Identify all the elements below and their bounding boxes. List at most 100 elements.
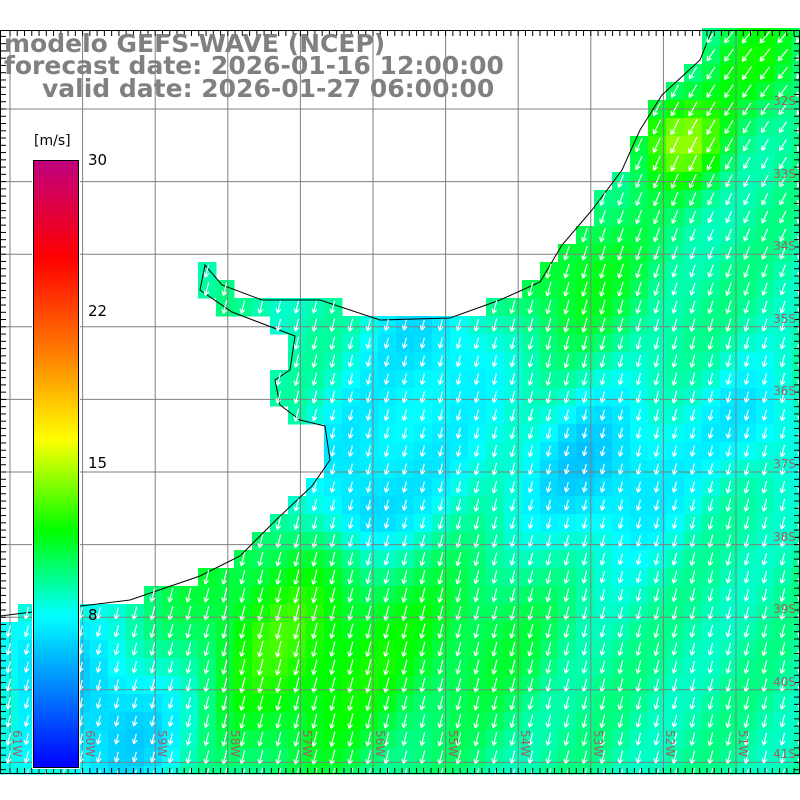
wind-arrow <box>491 336 498 350</box>
wind-arrow <box>221 695 228 711</box>
wind-arrow <box>5 643 12 656</box>
wind-arrow <box>761 210 769 224</box>
wind-arrow <box>347 481 354 493</box>
wind-arrow <box>275 300 282 314</box>
wind-arrow <box>419 587 426 603</box>
wind-arrow <box>725 498 732 512</box>
wind-arrow <box>563 517 570 530</box>
wind-arrow <box>779 174 787 188</box>
wind-arrow <box>689 463 696 475</box>
wind-arrow <box>635 138 643 153</box>
wind-arrow <box>383 768 390 782</box>
wind-arrow <box>743 516 750 530</box>
wind-arrow <box>455 373 462 385</box>
wind-arrow <box>455 605 462 621</box>
wind-arrow <box>203 605 210 621</box>
wind-arrow <box>635 463 642 475</box>
wind-cell <box>792 694 800 713</box>
wind-arrow <box>563 552 570 566</box>
wind-arrow <box>401 659 408 675</box>
wind-arrow <box>617 660 624 674</box>
wind-arrow <box>617 427 624 439</box>
wind-arrow <box>113 661 120 674</box>
wind-arrow <box>113 606 120 620</box>
wind-arrow <box>167 605 174 621</box>
wind-arrow <box>257 677 264 694</box>
wind-cell <box>216 766 235 775</box>
wind-arrow <box>257 713 264 729</box>
wind-arrow <box>455 445 462 457</box>
wind-arrow <box>779 768 786 782</box>
wind-arrow <box>671 246 678 260</box>
wind-cell <box>792 82 800 101</box>
wind-arrow <box>401 355 408 367</box>
wind-arrow <box>581 517 588 530</box>
wind-arrow <box>401 768 408 782</box>
wind-arrow <box>689 390 696 404</box>
wind-arrow <box>743 588 750 602</box>
wind-arrow <box>329 336 336 350</box>
wind-arrow <box>455 534 462 549</box>
wind-arrow <box>725 192 733 206</box>
wind-arrow <box>293 372 300 386</box>
wind-arrow <box>617 263 624 279</box>
wind-arrow <box>365 552 372 566</box>
wind-arrow <box>581 534 588 548</box>
wind-arrow <box>23 661 30 673</box>
wind-arrow <box>761 373 768 386</box>
wind-cell <box>540 766 559 775</box>
wind-arrow <box>779 534 786 548</box>
wind-arrow <box>293 767 300 783</box>
wind-arrow <box>581 606 588 620</box>
wind-arrow <box>401 677 408 693</box>
wind-arrow <box>653 660 660 674</box>
wind-arrow <box>311 749 318 765</box>
wind-arrow <box>688 84 698 98</box>
wind-arrow <box>437 605 444 621</box>
wind-arrow <box>759 30 771 44</box>
wind-arrow <box>545 588 552 603</box>
wind-arrow <box>761 714 768 728</box>
wind-arrow <box>473 318 480 332</box>
wind-arrow <box>401 552 408 566</box>
wind-cell <box>792 226 800 245</box>
wind-arrow <box>365 677 372 694</box>
wind-arrow <box>563 263 570 279</box>
wind-arrow <box>311 390 318 404</box>
wind-arrow <box>635 660 642 675</box>
wind-arrow <box>545 678 552 692</box>
wind-arrow <box>311 534 318 549</box>
wind-arrow <box>653 499 660 511</box>
wind-arrow <box>545 281 552 297</box>
wind-cell <box>0 766 19 775</box>
lat-label: 35S <box>773 311 796 326</box>
wind-arrow <box>563 372 570 386</box>
wind-arrow <box>131 679 138 692</box>
wind-arrow <box>275 640 282 658</box>
wind-arrow <box>725 427 732 439</box>
wind-arrow <box>563 245 570 261</box>
wind-arrow <box>185 768 192 782</box>
wind-arrow <box>455 659 462 675</box>
wind-arrow <box>59 768 66 782</box>
wind-arrow <box>455 427 462 439</box>
wind-arrow <box>383 605 390 621</box>
wind-arrow <box>293 569 300 585</box>
wind-arrow <box>329 749 336 765</box>
wind-arrow <box>473 768 480 782</box>
wind-arrow <box>545 299 552 315</box>
wind-arrow <box>599 570 606 584</box>
wind-arrow <box>5 679 12 692</box>
wind-arrow <box>671 714 678 728</box>
wind-arrow <box>221 641 228 657</box>
wind-arrow <box>671 642 678 656</box>
wind-arrow <box>599 481 606 493</box>
wind-arrow <box>743 480 750 494</box>
wind-arrow <box>5 714 12 728</box>
wind-arrow <box>221 569 228 585</box>
wind-arrow <box>527 750 534 764</box>
wind-arrow <box>707 552 714 566</box>
wind-arrow <box>617 553 624 566</box>
wind-arrow <box>563 499 570 511</box>
wind-arrow <box>401 623 408 639</box>
